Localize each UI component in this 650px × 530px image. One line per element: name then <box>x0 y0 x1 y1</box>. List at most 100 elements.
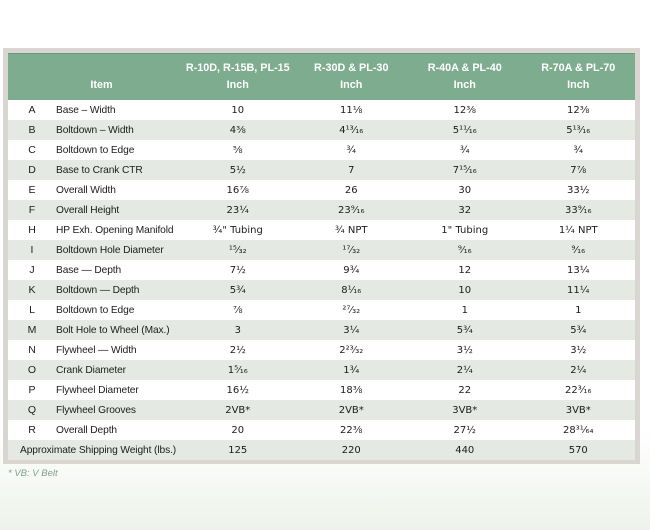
row-letter: K <box>28 284 36 297</box>
row-letter: P <box>28 384 36 397</box>
row-value: 3VB* <box>452 404 478 416</box>
shipping-weight-label: Approximate Shipping Weight (lbs.) <box>20 444 177 456</box>
row-value: ⅞ <box>232 304 243 316</box>
row-value: ¾ <box>346 144 357 156</box>
row-value: 2VB* <box>338 404 364 416</box>
row-letter: I <box>30 244 34 257</box>
table-row-P: P Flywheel Diameter 16½ 18⅜ 22 22³⁄₁₆ <box>8 380 635 401</box>
row-value: 5¾ <box>456 324 473 336</box>
row-letter: J <box>29 264 35 277</box>
row-value: 2¼ <box>456 364 473 376</box>
row-label: HP Exh. Opening Manifold <box>56 224 174 236</box>
row-value: 4⅜ <box>229 124 246 136</box>
table-row-M: M Bolt Hole to Wheel (Max.) 3 3¼ 5¾ 5¾ <box>8 320 635 341</box>
footnote: * VB: V Belt <box>8 468 58 479</box>
row-value: 5¾ <box>570 324 587 336</box>
row-value: 32 <box>458 204 472 216</box>
row-value: 3¼ <box>343 324 360 336</box>
header-col-4: R-70A & PL-70 Inch <box>522 60 636 93</box>
row-value: 22⅜ <box>340 424 363 436</box>
row-value: 1" Tubing <box>441 224 489 236</box>
row-value: 28³¹⁄₆₄ <box>563 424 594 436</box>
row-value: 7⅞ <box>570 164 587 176</box>
row-label: Overall Width <box>56 184 116 196</box>
row-value: 3VB* <box>565 404 591 416</box>
shipping-weight-value: 570 <box>568 444 588 456</box>
header-col-unit: Inch <box>340 78 363 91</box>
row-value: 7½ <box>229 264 246 276</box>
shipping-weight-value: 220 <box>341 444 361 456</box>
row-label: Overall Depth <box>56 424 117 436</box>
header-col-3: R-40A & PL-40 Inch <box>408 60 522 93</box>
table-row-C: C Boltdown to Edge ⅝ ¾ ¾ ¾ <box>8 140 635 161</box>
row-letter: M <box>27 324 37 337</box>
row-value: ¹⁵⁄₃₂ <box>228 244 247 256</box>
header-col-models: R-70A & PL-70 <box>541 62 616 74</box>
header-item-label: Item <box>90 78 113 91</box>
header-col-2: R-30D & PL-30 Inch <box>295 60 409 93</box>
row-value: ¾ <box>573 144 584 156</box>
row-value: 18⅜ <box>340 384 363 396</box>
row-value: 5¹¹⁄₁₆ <box>452 124 477 136</box>
header-col-models: R-30D & PL-30 <box>314 62 389 74</box>
shipping-weight-value: 125 <box>228 444 248 456</box>
header-col-1: R-10D, R-15B, PL-15 Inch <box>181 60 295 93</box>
row-value: 22³⁄₁₆ <box>565 384 592 396</box>
row-value: 33⁹⁄₁₆ <box>565 204 592 216</box>
row-value: 2½ <box>229 344 246 356</box>
row-value: 2¼ <box>570 364 587 376</box>
row-value: 12 <box>458 264 472 276</box>
row-value: 5½ <box>229 164 246 176</box>
row-value: ¾ NPT <box>335 224 368 236</box>
row-label: Flywheel Diameter <box>56 384 139 396</box>
row-value: 7 <box>348 164 355 176</box>
table-row-Q: Q Flywheel Grooves 2VB* 2VB* 3VB* 3VB* <box>8 400 635 421</box>
header-col-models: R-40A & PL-40 <box>427 62 502 74</box>
row-value: ¹⁷⁄₃₂ <box>342 244 361 256</box>
row-value: ⁹⁄₁₆ <box>571 244 586 256</box>
row-letter: F <box>28 204 36 217</box>
row-letter: E <box>28 184 36 197</box>
row-value: 5¾ <box>229 284 246 296</box>
row-letter: H <box>28 224 36 237</box>
row-value: ¾" Tubing <box>212 224 263 236</box>
table-row-R: R Overall Depth 20 22⅜ 27½ 28³¹⁄₆₄ <box>8 420 635 441</box>
table-header-row: Item R-10D, R-15B, PL-15 Inch R-30D & PL-3… <box>8 54 636 101</box>
row-value: 8¹⁄₁₆ <box>341 284 362 296</box>
table-row-E: E Overall Width 16⅞ 26 30 33½ <box>8 180 635 201</box>
row-value: 1 <box>461 304 468 316</box>
table-body: A Base – Width 10 11⅛ 12⅜ 12⅜ B Boltdown – Widt… <box>8 100 635 441</box>
table-row-L: L Boltdown to Edge ⅞ ²⁷⁄₃₂ 1 1 <box>8 300 635 321</box>
row-value: 22 <box>458 384 472 396</box>
table-row-H: H HP Exh. Opening Manifold ¾" Tubing ¾ NPT 1… <box>8 220 635 241</box>
row-label: Boltdown to Edge <box>56 144 135 156</box>
row-letter: R <box>28 424 36 437</box>
row-label: Flywheel — Width <box>56 344 137 356</box>
table-row-J: J Base — Depth 7½ 9¾ 12 13¼ <box>8 260 635 281</box>
row-value: ²⁷⁄₃₂ <box>342 304 361 316</box>
row-label: Boltdown — Depth <box>56 284 140 296</box>
row-value: 2²³⁄₃₂ <box>339 344 364 356</box>
row-value: 10 <box>231 104 245 116</box>
row-value: 26 <box>344 184 358 196</box>
row-letter: N <box>28 344 36 357</box>
shipping-weight-row: Approximate Shipping Weight (lbs.) 125 22… <box>8 440 635 461</box>
row-label: Base – Width <box>56 104 116 116</box>
row-letter: O <box>27 364 37 377</box>
row-letter: B <box>28 124 36 137</box>
row-value: 4¹³⁄₁₆ <box>339 124 364 136</box>
header-col-unit: Inch <box>226 78 249 91</box>
row-value: 11¼ <box>567 284 590 296</box>
header-col-unit: Inch <box>453 78 476 91</box>
row-label: Overall Height <box>56 204 120 216</box>
row-value: 16½ <box>226 384 249 396</box>
row-label: Boltdown – Width <box>56 124 134 136</box>
row-value: 16⅞ <box>226 184 249 196</box>
spec-table-frame: Item R-10D, R-15B, PL-15 Inch R-30D & PL-3… <box>3 48 640 465</box>
row-value: ⁹⁄₁₆ <box>457 244 472 256</box>
row-label: Boltdown to Edge <box>56 304 135 316</box>
row-value: 3½ <box>570 344 587 356</box>
row-value: 3½ <box>456 344 473 356</box>
row-value: 20 <box>231 424 245 436</box>
row-letter: D <box>28 164 36 177</box>
